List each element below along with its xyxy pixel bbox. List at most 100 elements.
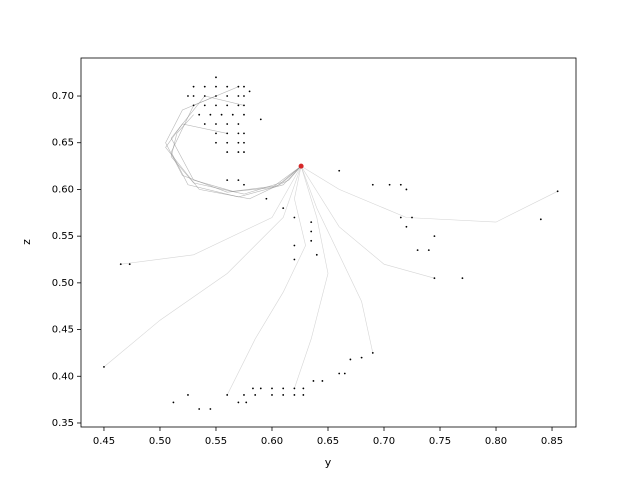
point	[203, 123, 206, 125]
trajectory	[294, 166, 329, 389]
point	[198, 408, 201, 410]
point	[226, 141, 229, 144]
point	[243, 132, 245, 135]
point	[405, 188, 408, 191]
point	[461, 277, 464, 280]
point	[226, 132, 229, 135]
point	[556, 190, 559, 193]
trajectory	[300, 165, 435, 279]
point	[254, 394, 257, 396]
y-tick-label: 0.70	[52, 91, 74, 102]
point	[433, 235, 436, 238]
y-tick-label: 0.55	[52, 231, 74, 242]
trajectory	[170, 95, 302, 192]
point	[119, 263, 122, 266]
point	[243, 141, 245, 144]
point	[293, 394, 296, 396]
point	[427, 249, 430, 252]
x-tick-label: 0.50	[149, 436, 171, 447]
point	[282, 207, 285, 210]
trajectory	[170, 114, 302, 195]
point	[293, 216, 296, 219]
trajectory	[165, 123, 302, 200]
point	[215, 104, 217, 107]
x-tick-label: 0.65	[317, 436, 339, 447]
point	[215, 132, 217, 135]
point	[237, 95, 240, 97]
point	[215, 85, 217, 88]
trajectory	[226, 166, 306, 396]
point	[237, 104, 240, 107]
point	[282, 387, 285, 390]
point	[226, 85, 229, 88]
point	[172, 401, 175, 404]
point	[349, 358, 352, 361]
point	[298, 163, 304, 169]
trajectory	[103, 166, 302, 368]
point	[271, 394, 273, 396]
point	[411, 216, 413, 219]
point	[203, 95, 206, 97]
point	[226, 151, 229, 153]
y-tick-label: 0.35	[52, 418, 74, 429]
point	[128, 263, 131, 266]
point	[203, 104, 206, 107]
point	[226, 394, 229, 396]
point	[338, 169, 341, 172]
point	[399, 183, 402, 186]
point	[209, 113, 212, 116]
y-axis-label: z	[20, 239, 33, 245]
point	[282, 394, 285, 396]
y-tick-label: 0.50	[52, 278, 74, 289]
point	[215, 123, 217, 125]
point	[237, 85, 240, 88]
point	[192, 104, 195, 107]
point	[302, 394, 305, 396]
point	[293, 387, 296, 390]
x-tick-label: 0.60	[261, 436, 283, 447]
point	[248, 90, 251, 93]
x-tick-label: 0.55	[205, 436, 227, 447]
point	[243, 151, 245, 153]
point	[416, 249, 419, 252]
point	[192, 95, 195, 97]
point	[293, 258, 296, 261]
point	[237, 151, 240, 153]
point	[215, 95, 217, 97]
x-tick-label: 0.80	[485, 436, 507, 447]
y-tick-label: 0.45	[52, 325, 74, 336]
point	[187, 95, 189, 97]
point	[198, 113, 201, 116]
point	[243, 104, 245, 107]
point	[243, 85, 245, 88]
point	[310, 221, 313, 224]
point	[265, 197, 268, 200]
point	[220, 113, 223, 116]
point	[237, 401, 240, 404]
point	[399, 216, 402, 219]
point	[405, 225, 408, 228]
point	[226, 95, 229, 97]
x-tick-label: 0.85	[541, 436, 563, 447]
point	[321, 380, 324, 382]
y-tick-label: 0.40	[52, 371, 74, 382]
point	[237, 123, 240, 125]
point	[252, 387, 254, 390]
point	[231, 113, 234, 116]
plot-frame	[80, 57, 577, 428]
point	[226, 104, 229, 107]
point	[192, 85, 195, 88]
point	[338, 372, 341, 375]
point	[259, 118, 262, 121]
point	[237, 179, 240, 181]
point	[371, 183, 374, 186]
point	[243, 113, 245, 116]
point	[433, 277, 436, 280]
point	[315, 253, 318, 256]
point	[259, 387, 262, 390]
trajectory	[120, 165, 302, 265]
point	[388, 183, 391, 186]
point	[245, 401, 248, 404]
point	[215, 141, 217, 144]
